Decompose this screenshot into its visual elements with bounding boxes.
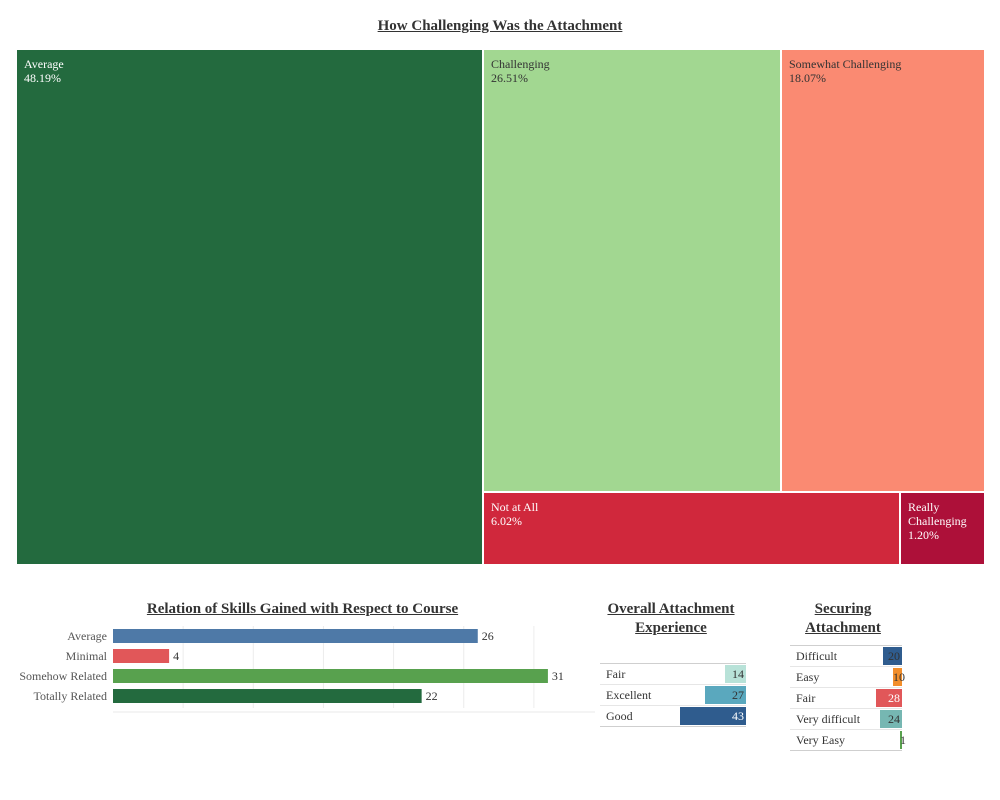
value-swatch[interactable]: 20 — [883, 647, 902, 665]
table-row: Fair 14 — [600, 663, 746, 685]
tile-name: Somewhat Challenging — [789, 57, 902, 71]
tile-label: Really Challenging 1.20% — [908, 500, 978, 542]
bar[interactable] — [113, 669, 548, 683]
table-row: Difficult 20 — [790, 645, 902, 667]
table-row: Very Easy 1 — [790, 729, 906, 751]
row-value-cell: 24 — [876, 708, 902, 730]
overall-table-title: Overall Attachment Experience — [607, 601, 735, 636]
value-swatch[interactable]: 1 — [900, 731, 906, 749]
skills-bar-chart: Average 26 Minimal 4 Somehow Related 31 Totall… — [19, 626, 595, 713]
tile-label: Not at All 6.02% — [491, 500, 538, 528]
skills-chart-title: Relation of Skills Gained with Respect t… — [146, 601, 459, 617]
row-value-cell: 14 — [680, 663, 746, 685]
table-row: Very difficult 24 — [790, 708, 902, 730]
category-label: Minimal — [66, 649, 108, 663]
tile-value: 1.20% — [908, 528, 939, 542]
bar[interactable] — [113, 629, 478, 643]
tile-value: 18.07% — [789, 71, 826, 85]
bar[interactable] — [113, 689, 422, 703]
row-value-cell: 1 — [876, 729, 906, 751]
bar-value-label: 26 — [482, 629, 494, 643]
value-swatch[interactable]: 27 — [705, 686, 746, 704]
category-label: Average — [67, 629, 107, 643]
row-label: Easy — [790, 666, 876, 688]
row-label: Difficult — [790, 645, 876, 667]
table-row: Easy 10 — [790, 666, 905, 688]
bar[interactable] — [113, 649, 170, 663]
row-label: Fair — [600, 663, 680, 685]
row-label: Excellent — [600, 684, 680, 706]
tile-value: 6.02% — [491, 514, 522, 528]
value-swatch[interactable]: 24 — [880, 710, 902, 728]
securing-attachment-table: Difficult 20 Easy 10 Fair 28 Very difficult 24 V… — [790, 645, 906, 751]
value-swatch[interactable]: 43 — [680, 707, 746, 725]
row-value-cell: 27 — [680, 684, 746, 706]
tile-name: Average — [24, 57, 64, 71]
tile-not-at-all[interactable]: Not at All 6.02% — [484, 493, 900, 565]
table-row: Excellent 27 — [600, 684, 746, 706]
category-label: Totally Related — [34, 689, 107, 703]
tile-average[interactable]: Average 48.19% — [17, 50, 483, 565]
table-row: Good 43 — [600, 705, 746, 727]
tile-name: Challenging — [491, 57, 550, 71]
securing-table-title: Securing Attachment — [805, 601, 881, 636]
value-swatch[interactable]: 10 — [893, 668, 905, 686]
tile-label: Somewhat Challenging 18.07% — [789, 57, 901, 85]
bar-value-label: 31 — [552, 669, 564, 683]
tile-label: Challenging 26.51% — [491, 57, 550, 85]
tile-value: 26.51% — [491, 71, 528, 85]
category-label: Somehow Related — [19, 669, 107, 683]
row-value-cell: 43 — [680, 705, 746, 727]
bar-value-label: 4 — [173, 649, 179, 663]
tile-name: Really Challenging — [908, 500, 967, 528]
value-swatch[interactable]: 28 — [876, 689, 902, 707]
tile-name: Not at All — [491, 500, 539, 514]
tile-challenging[interactable]: Challenging 26.51% — [484, 50, 781, 492]
treemap: Average 48.19% Challenging 26.51% Somewh… — [17, 50, 985, 565]
tile-value: 48.19% — [24, 71, 61, 85]
row-value-cell: 10 — [876, 666, 905, 688]
overall-experience-table: Fair 14 Excellent 27 Good 43 — [600, 663, 746, 727]
row-label: Good — [600, 705, 680, 727]
tile-label: Average 48.19% — [24, 57, 64, 85]
row-label: Very Easy — [790, 729, 876, 751]
tile-really-challenging[interactable]: Really Challenging 1.20% — [901, 493, 985, 565]
value-swatch[interactable]: 14 — [725, 665, 746, 683]
table-row: Fair 28 — [790, 687, 902, 709]
treemap-title: How Challenging Was the Attachment — [377, 18, 623, 34]
row-label: Fair — [790, 687, 876, 709]
tile-somewhat-challenging[interactable]: Somewhat Challenging 18.07% — [782, 50, 985, 492]
row-label: Very difficult — [790, 708, 876, 730]
row-value-cell: 20 — [876, 645, 902, 667]
bar-value-label: 22 — [426, 689, 438, 703]
row-value-cell: 28 — [876, 687, 902, 709]
